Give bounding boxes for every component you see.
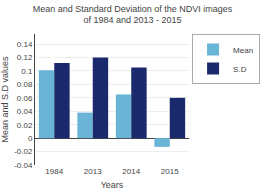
- svg-text:0.08: 0.08: [17, 80, 33, 89]
- svg-text:1984: 1984: [45, 167, 63, 176]
- svg-text:0.12: 0.12: [17, 53, 33, 62]
- svg-text:0: 0: [28, 134, 33, 143]
- svg-text:S.D: S.D: [233, 65, 247, 74]
- svg-text:-0.04: -0.04: [14, 161, 33, 170]
- svg-text:0.14: 0.14: [17, 40, 33, 49]
- svg-text:0.06: 0.06: [17, 94, 33, 103]
- svg-text:Mean: Mean: [233, 46, 253, 55]
- svg-text:2014: 2014: [122, 167, 140, 176]
- svg-text:0.1: 0.1: [21, 67, 33, 76]
- svg-text:2015: 2015: [161, 167, 179, 176]
- svg-text:2013: 2013: [84, 167, 102, 176]
- svg-text:Mean and S.D values: Mean and S.D values: [0, 56, 10, 143]
- svg-text:Mean and Standard Deviation of: Mean and Standard Deviation of the NDVI …: [33, 4, 233, 26]
- svg-text:0.04: 0.04: [17, 107, 33, 116]
- svg-text:0.02: 0.02: [17, 120, 33, 129]
- svg-text:-0.02: -0.02: [14, 147, 33, 156]
- svg-text:Years: Years: [101, 180, 124, 190]
